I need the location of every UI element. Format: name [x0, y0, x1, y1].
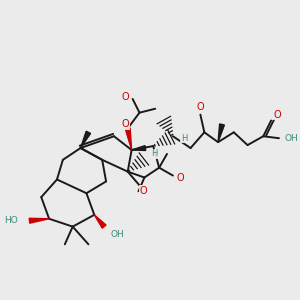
- Text: O: O: [121, 92, 129, 102]
- Text: O: O: [122, 119, 130, 130]
- Text: H: H: [181, 134, 187, 143]
- Text: H: H: [151, 149, 158, 158]
- Text: OH: OH: [110, 230, 124, 239]
- Text: O: O: [140, 186, 147, 196]
- Text: O: O: [273, 110, 281, 120]
- Polygon shape: [81, 131, 91, 148]
- Polygon shape: [29, 218, 49, 223]
- Polygon shape: [94, 215, 106, 228]
- Text: HO: HO: [4, 216, 18, 225]
- Text: O: O: [196, 102, 204, 112]
- Text: OH: OH: [285, 134, 298, 143]
- Polygon shape: [132, 146, 146, 151]
- Text: O: O: [177, 173, 184, 184]
- Polygon shape: [218, 124, 224, 142]
- Polygon shape: [125, 128, 132, 150]
